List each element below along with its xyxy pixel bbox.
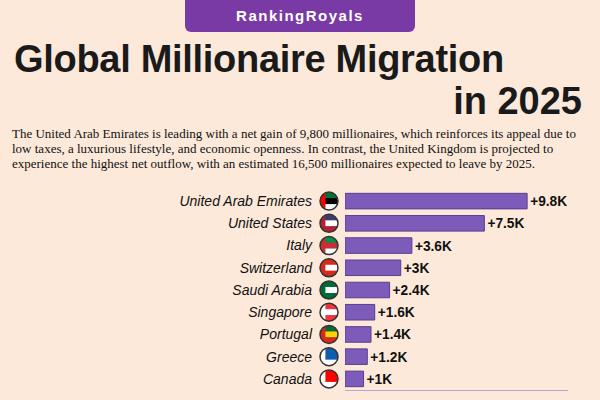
svg-text:Switzerland: Switzerland — [240, 260, 314, 276]
svg-text:+9.8K: +9.8K — [530, 194, 567, 209]
svg-text:+3K: +3K — [404, 261, 430, 276]
html-text:Global Millionaire Migration: Global Millionaire Migration — [14, 38, 504, 80]
svg-text:+1K: +1K — [367, 372, 393, 387]
svg-text:+1.2K: +1.2K — [370, 350, 407, 365]
html-text:in 2025: in 2025 — [453, 80, 582, 122]
svg-text:+1.6K: +1.6K — [378, 305, 415, 320]
svg-text:+3.6K: +3.6K — [415, 239, 452, 254]
html-text:RankingRoyals: RankingRoyals — [236, 7, 364, 24]
svg-text:+2.4K: +2.4K — [393, 283, 430, 298]
svg-text:Singapore: Singapore — [248, 304, 312, 320]
svg-text:Italy: Italy — [286, 237, 313, 253]
svg-text:United Arab Emirates: United Arab Emirates — [179, 193, 312, 209]
svg-text:Saudi Arabia: Saudi Arabia — [232, 282, 312, 298]
svg-text:+1.4K: +1.4K — [374, 327, 411, 342]
svg-text:Greece: Greece — [266, 349, 312, 365]
svg-text:Portugal: Portugal — [260, 326, 313, 342]
svg-text:United States: United States — [228, 215, 312, 231]
svg-text:Canada: Canada — [263, 371, 312, 387]
html-text:The United Arab Emirates is le: The United Arab Emirates is leading with… — [12, 126, 576, 171]
svg-text:+7.5K: +7.5K — [487, 216, 524, 231]
